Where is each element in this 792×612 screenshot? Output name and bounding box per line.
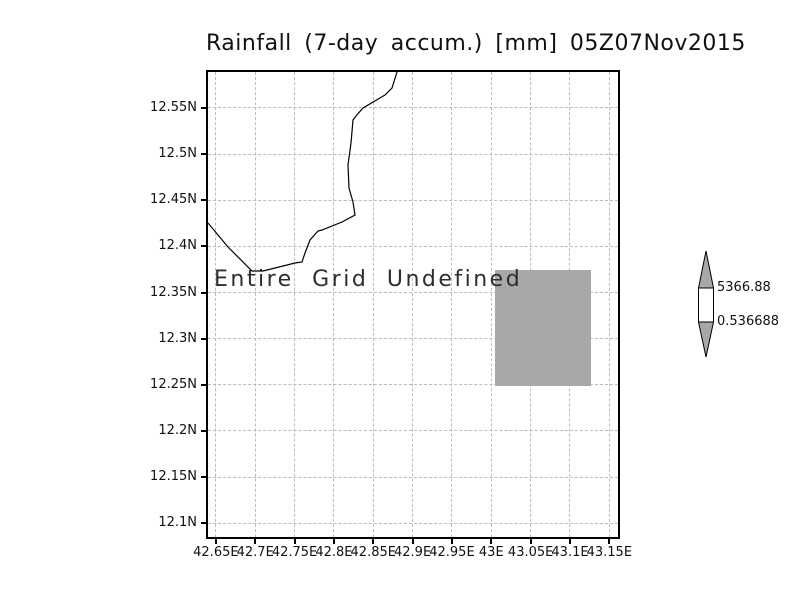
- x-tick-label: 43E: [478, 545, 504, 560]
- y-axis-tick: [201, 245, 206, 248]
- gridline-vertical: [333, 72, 335, 537]
- gridline-horizontal: [208, 153, 618, 155]
- y-tick-label: 12.45N: [150, 192, 197, 208]
- y-axis-tick: [201, 291, 206, 294]
- y-tick-label: 12.4N: [158, 238, 197, 254]
- gridline-horizontal: [208, 430, 618, 432]
- coastline-path: [208, 72, 398, 272]
- colorbar-box: [698, 287, 714, 323]
- gridline-vertical: [412, 72, 414, 537]
- y-axis-tick: [201, 106, 206, 109]
- x-axis-tick: [332, 539, 335, 544]
- plot-title: Rainfall (7-day accum.) [mm] 05Z07Nov201…: [206, 31, 746, 56]
- x-axis-tick: [450, 539, 453, 544]
- gridline-horizontal: [208, 338, 618, 340]
- gridline-horizontal: [208, 107, 618, 109]
- y-tick-label: 12.5N: [158, 146, 197, 162]
- y-axis-tick: [201, 153, 206, 156]
- gridline-horizontal: [208, 476, 618, 478]
- colorbar-min-label: 0.536688: [717, 314, 780, 329]
- y-tick-label: 12.25N: [150, 376, 197, 392]
- y-axis-tick: [201, 337, 206, 340]
- x-axis-tick: [490, 539, 493, 544]
- y-tick-label: 12.15N: [150, 469, 197, 485]
- x-tick-label: 43.15E: [586, 545, 633, 560]
- colorbar-down-arrow-icon: [697, 321, 715, 358]
- gridline-vertical: [372, 72, 374, 537]
- colorbar-max-label: 5366.88: [717, 280, 771, 295]
- x-tick-label: 42.9E: [394, 545, 432, 560]
- undefined-data-region: [495, 269, 592, 387]
- gridline-horizontal: [208, 245, 618, 247]
- x-tick-label: 42.75E: [271, 545, 318, 560]
- y-tick-label: 12.55N: [150, 99, 197, 115]
- x-axis-tick: [214, 539, 217, 544]
- y-tick-label: 12.3N: [158, 330, 197, 346]
- x-tick-label: 42.95E: [429, 545, 475, 560]
- y-axis-tick: [201, 476, 206, 479]
- x-tick-label: 42.8E: [315, 545, 353, 560]
- colorbar-up-arrow-icon: [697, 250, 715, 289]
- x-axis-tick: [372, 539, 375, 544]
- gridline-vertical: [490, 72, 492, 537]
- x-axis-tick: [568, 539, 571, 544]
- y-axis-tick: [201, 522, 206, 525]
- gridline-horizontal: [208, 522, 618, 524]
- x-tick-label: 42.65E: [193, 545, 239, 560]
- gridline-vertical: [215, 72, 217, 537]
- gridline-vertical: [254, 72, 256, 537]
- gridline-horizontal: [208, 292, 618, 293]
- y-tick-label: 12.1N: [158, 515, 197, 531]
- y-axis-tick: [201, 199, 206, 202]
- x-tick-label: 42.7E: [236, 545, 274, 560]
- y-axis-tick: [201, 429, 206, 432]
- x-axis-tick: [529, 539, 532, 544]
- x-tick-label: 43.05E: [507, 545, 554, 560]
- gridline-horizontal: [208, 199, 618, 201]
- x-axis-tick: [293, 539, 296, 544]
- undefined-annotation: Entire Grid Undefined: [214, 267, 523, 292]
- x-axis-tick: [608, 539, 611, 544]
- y-tick-label: 12.2N: [158, 422, 197, 438]
- gridline-vertical: [451, 72, 453, 537]
- gridline-horizontal: [208, 384, 618, 386]
- y-tick-label: 12.35N: [150, 284, 197, 300]
- y-axis-tick: [201, 383, 206, 386]
- x-axis-tick: [254, 539, 257, 544]
- plot-area: Entire Grid Undefined: [206, 70, 620, 539]
- x-axis-tick: [411, 539, 414, 544]
- colorbar: [697, 250, 715, 358]
- x-tick-label: 43.1E: [551, 545, 589, 560]
- gridline-vertical: [608, 72, 610, 537]
- x-tick-label: 42.85E: [350, 545, 396, 560]
- gridline-vertical: [294, 72, 296, 537]
